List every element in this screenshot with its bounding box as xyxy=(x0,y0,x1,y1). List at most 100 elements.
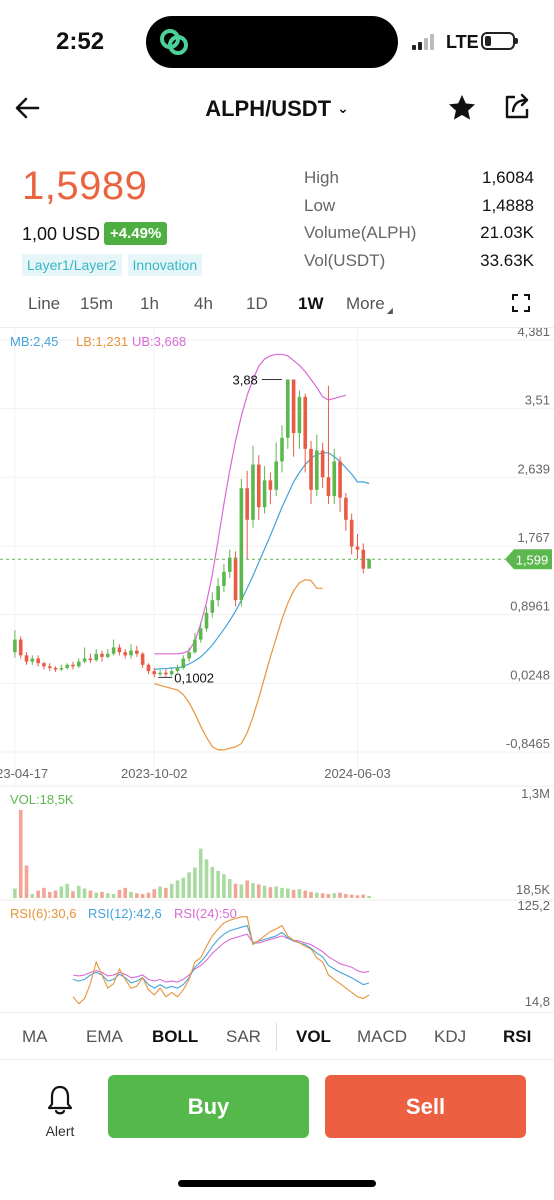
candle-body xyxy=(24,655,29,662)
volume-bar xyxy=(291,889,296,898)
candle-body xyxy=(65,664,69,668)
indicator-ema[interactable]: EMA xyxy=(86,1027,123,1046)
rsi-legend: RSI(6):30,6 xyxy=(10,906,76,921)
candle-body xyxy=(326,477,331,497)
volume-bar xyxy=(233,883,238,898)
indicator-rsi[interactable]: RSI xyxy=(503,1027,532,1046)
tag-innovation[interactable]: Innovation xyxy=(127,254,203,276)
rsi-y-tick: 125,2 xyxy=(517,898,550,913)
volume-bar xyxy=(140,893,145,898)
y-tick-label: 0,0248 xyxy=(510,667,550,682)
volume-bar xyxy=(94,892,98,898)
buy-button[interactable]: Buy xyxy=(108,1075,309,1138)
candle-body xyxy=(18,639,23,656)
boll-lower-band xyxy=(154,579,323,751)
star-icon[interactable] xyxy=(446,92,478,124)
volume-bar xyxy=(210,866,215,898)
boll-middle-band xyxy=(154,452,370,671)
candlestick-chart[interactable]: 4,381 3,51 2,639 1,767 0,8961 0,0248 -0,8465 3,… xyxy=(0,328,554,1010)
volume-bar xyxy=(187,872,191,898)
volume-bar xyxy=(251,883,255,898)
stat-label: Volume(ALPH) xyxy=(304,223,417,242)
y-tick-label: 1,767 xyxy=(517,530,550,545)
volume-bar xyxy=(280,887,284,898)
indicator-kdj[interactable]: KDJ xyxy=(434,1027,467,1046)
back-arrow-icon[interactable] xyxy=(12,92,44,124)
indicator-macd[interactable]: MACD xyxy=(357,1027,408,1046)
candle-body xyxy=(169,671,174,675)
volume-bar xyxy=(82,888,87,898)
indicator-ma[interactable]: MA xyxy=(22,1027,48,1046)
candle-body xyxy=(158,672,162,675)
candle-body xyxy=(152,671,157,675)
corner-triangle-icon: ◢ xyxy=(386,306,393,315)
indicator-sar[interactable]: SAR xyxy=(226,1027,261,1046)
volume-bar xyxy=(42,887,46,898)
interval-line[interactable]: Line xyxy=(28,294,61,313)
volume-bar xyxy=(239,884,244,898)
candle-body xyxy=(245,488,249,520)
x-tick-label: 2023-04-17 xyxy=(0,766,48,781)
tab-separator xyxy=(276,1023,277,1051)
volume-bar xyxy=(59,886,64,898)
indicator-vol[interactable]: VOL xyxy=(296,1027,331,1046)
pair-title: ALPH/USDT xyxy=(205,96,332,121)
signal-icon xyxy=(412,34,438,50)
volume-bar xyxy=(320,893,325,898)
candle-body xyxy=(140,653,145,665)
home-indicator xyxy=(178,1180,376,1187)
volume-bar xyxy=(361,894,366,898)
candle-body xyxy=(239,488,244,601)
candle-body xyxy=(198,628,203,640)
interval-15m[interactable]: 15m xyxy=(80,294,114,313)
volume-bar xyxy=(88,890,93,898)
network-type: LTE xyxy=(446,32,479,52)
pair-selector[interactable]: ALPH/USDT ⌄ xyxy=(0,96,554,122)
interval-4h[interactable]: 4h xyxy=(194,294,213,313)
x-tick-label: 2024-06-03 xyxy=(324,766,391,781)
volume-bar xyxy=(123,887,128,898)
interval-more-label: More xyxy=(346,294,385,313)
candle-body xyxy=(309,448,313,490)
fullscreen-icon[interactable] xyxy=(512,294,530,312)
candle-body xyxy=(344,497,348,520)
candle-body xyxy=(216,585,220,601)
volume-bar xyxy=(111,893,116,898)
stats-panel: High 1,6084 Low 1,4888 Volume(ALPH) 21.03K … xyxy=(304,168,534,278)
candle-body xyxy=(146,664,151,672)
volume-bar xyxy=(256,884,261,898)
indicator-boll[interactable]: BOLL xyxy=(152,1027,199,1046)
boll-legend: MB:2,45 xyxy=(10,334,58,349)
volume-bar xyxy=(193,867,197,898)
stat-volume-usdt: Vol(USDT) 33.63K xyxy=(304,251,534,279)
candle-body xyxy=(71,664,75,667)
candle-body xyxy=(175,667,180,672)
interval-more[interactable]: More ◢ xyxy=(346,294,393,315)
tag-layer1-layer2[interactable]: Layer1/Layer2 xyxy=(22,254,122,276)
candle-body xyxy=(204,612,209,629)
interval-1h[interactable]: 1h xyxy=(140,294,159,313)
rsi12-line xyxy=(72,924,370,989)
stat-low: Low 1,4888 xyxy=(304,196,534,224)
volume-bar xyxy=(286,888,290,898)
alert-label: Alert xyxy=(45,1123,75,1139)
candle-body xyxy=(256,464,261,508)
alert-button[interactable]: Alert xyxy=(40,1084,80,1139)
candle-body xyxy=(76,661,81,667)
y-tick-label: 3,51 xyxy=(525,393,550,408)
sell-button[interactable]: Sell xyxy=(325,1075,526,1138)
boll-upper-band xyxy=(154,353,347,655)
last-price: 1,5989 xyxy=(22,164,148,208)
stat-volume-alph: Volume(ALPH) 21.03K xyxy=(304,223,534,251)
interval-1w[interactable]: 1W xyxy=(298,294,324,313)
volume-y-tick: 1,3M xyxy=(521,786,550,801)
candle-body xyxy=(36,658,40,664)
y-tick-label: 0,8961 xyxy=(510,599,550,614)
y-tick-label: 4,381 xyxy=(517,328,550,339)
share-icon[interactable] xyxy=(502,92,532,122)
indicator-tabs: MA EMA BOLL SAR VOL MACD KDJ RSI xyxy=(0,1012,554,1060)
volume-bar xyxy=(146,892,151,898)
volume-y-tick: 18,5K xyxy=(516,882,550,897)
interval-1d[interactable]: 1D xyxy=(246,294,268,313)
candle-body xyxy=(355,546,360,550)
